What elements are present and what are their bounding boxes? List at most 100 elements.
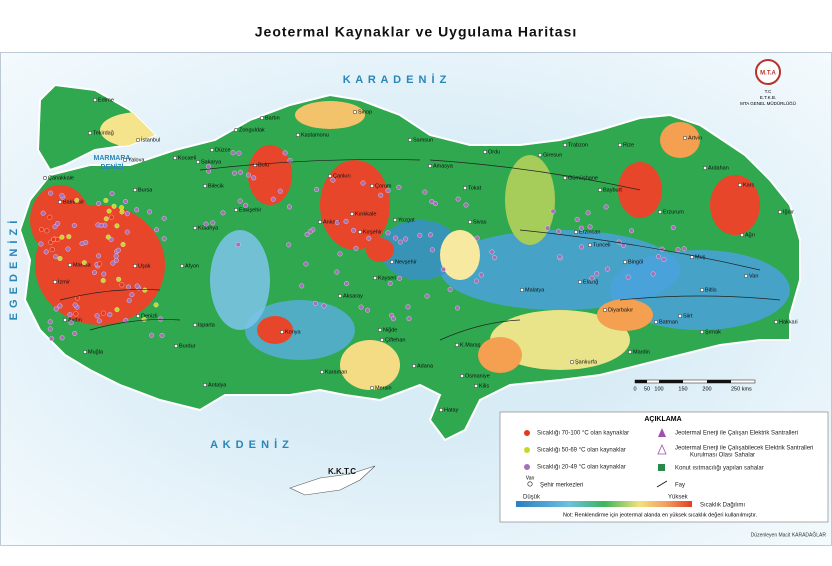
city-marker (173, 343, 179, 349)
city-marker (57, 199, 63, 205)
city-label: Samsun (413, 137, 433, 143)
city-marker (337, 293, 343, 299)
spring (38, 241, 44, 247)
spring (556, 228, 562, 234)
city-marker (411, 363, 417, 369)
spring (220, 210, 226, 216)
spring (603, 204, 609, 210)
city-marker (369, 183, 375, 189)
spring (161, 215, 167, 221)
spring (124, 229, 130, 235)
spring (40, 210, 46, 216)
city-label: Antalya (208, 382, 227, 388)
city-marker (743, 273, 749, 279)
city-label: Yalova (128, 157, 145, 163)
city-label: Muş (695, 254, 706, 260)
spring (343, 218, 349, 224)
spring (72, 302, 78, 308)
legend-label: Fay (675, 483, 685, 489)
spring (119, 205, 125, 211)
city-label: Şanlıurfa (575, 359, 598, 365)
spring (100, 278, 106, 283)
city-label: Çorum (375, 183, 392, 189)
spring (304, 232, 310, 237)
spring (406, 316, 412, 322)
city-label: Kırıkkale (355, 211, 376, 217)
city-marker (259, 115, 265, 121)
spring (47, 326, 53, 332)
spring (153, 302, 159, 308)
city-label: Van (749, 273, 758, 279)
city-marker (773, 319, 779, 325)
spring (114, 223, 120, 229)
spring (282, 150, 288, 156)
spring (43, 249, 49, 255)
legend-label: Sıcaklığı 20-49 °C olan kaynaklar (537, 465, 626, 471)
spring (605, 266, 610, 272)
spring (299, 283, 305, 289)
city-marker (172, 155, 178, 161)
spring (417, 232, 423, 238)
city-label: Bingöl (628, 259, 643, 265)
spring (154, 227, 159, 233)
city-marker (132, 263, 138, 269)
city-marker (372, 275, 378, 281)
city-marker (682, 135, 688, 141)
kktc-label: K.K.T.C (328, 467, 356, 476)
spring (161, 236, 167, 242)
spring (59, 193, 65, 199)
city-label: Tunceli (593, 242, 611, 248)
spring (625, 274, 631, 280)
spring (277, 188, 283, 194)
spring (105, 234, 111, 240)
city-marker (627, 349, 633, 355)
fault (89, 319, 181, 331)
legend-label: Sıcaklık Dağılımı (700, 503, 745, 509)
city-label: Malatya (525, 287, 545, 293)
spring (424, 293, 430, 299)
city-label: Erzurum (663, 209, 684, 215)
spring (428, 232, 433, 238)
spring (110, 260, 116, 266)
spring (385, 188, 391, 194)
spring (463, 202, 469, 208)
spring (397, 239, 403, 245)
logo: M.T.A T.C E.T.K.B. MTA GENEL MÜDÜRLÜĞÜ (740, 59, 796, 106)
city-marker (537, 152, 543, 158)
scale-label: 0 (633, 386, 636, 392)
spring (203, 221, 209, 227)
city-label: Çankırı (333, 173, 351, 179)
city-marker (569, 359, 575, 365)
city-label: K.Maraş (460, 342, 481, 348)
city-marker (407, 137, 413, 143)
city-marker (677, 313, 683, 319)
fault (59, 289, 161, 301)
spring (100, 310, 106, 316)
spring (440, 267, 446, 272)
city-label: Sivas (473, 219, 487, 225)
spring (236, 150, 242, 156)
city-marker (132, 187, 138, 193)
spring (98, 222, 104, 228)
city-marker (87, 130, 93, 136)
spring (455, 305, 460, 311)
city-marker (135, 137, 141, 143)
city-label: Trabzon (568, 142, 588, 148)
legend-note: Not: Renklendirme için jeotermal alanda … (563, 512, 758, 518)
city-marker (233, 207, 239, 213)
spring (396, 184, 402, 190)
city-label: Ankara (323, 219, 341, 225)
city-label: Afyon (185, 263, 199, 269)
city-label: Kastamonu (301, 132, 329, 138)
fault (519, 229, 761, 271)
spring (238, 169, 243, 175)
spring (114, 307, 120, 313)
spring (149, 332, 155, 338)
city-marker (252, 162, 258, 168)
spring (79, 241, 85, 247)
city-marker (653, 319, 659, 325)
fault (429, 159, 641, 191)
city-label: Ağrı (745, 232, 755, 238)
spring (230, 150, 236, 156)
